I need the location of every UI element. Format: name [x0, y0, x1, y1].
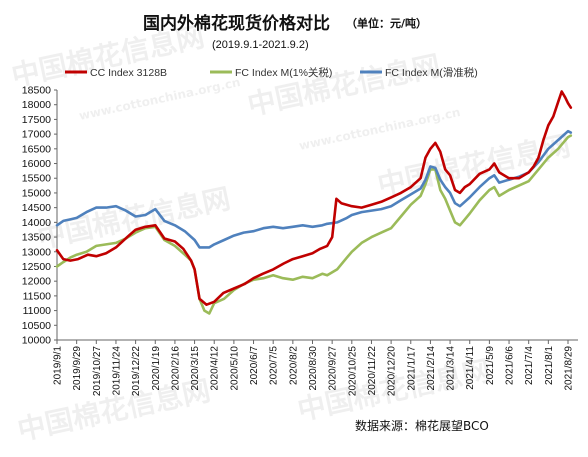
y-tick-label: 17500 [22, 114, 51, 126]
y-tick-label: 11000 [23, 305, 52, 317]
y-tick-label: 15000 [22, 187, 51, 199]
chart-unit: （单位：元/吨） [346, 16, 427, 30]
x-tick-label: 2020/7/5 [269, 346, 280, 385]
x-tick-label: 2021/4/11 [465, 346, 476, 390]
x-tick-label: 2020/4/12 [210, 346, 221, 391]
watermark-url: www.cottonchina.org.cn [78, 75, 242, 123]
x-tick-label: 2021/8/1 [544, 346, 555, 385]
y-tick-label: 13500 [22, 232, 51, 244]
y-tick-labels: 10000 10500 11000 11500 12000 12500 13000 13500… [22, 85, 57, 347]
x-tick-label: 2021/1/17 [406, 346, 417, 391]
y-tick-label: 10500 [22, 320, 51, 332]
x-tick-label: 2021/3/14 [446, 346, 457, 391]
y-tick-label: 13000 [22, 246, 51, 258]
chart-legend: CC Index 3128B FC Index M(1%关税) FC Index M… [65, 66, 478, 79]
x-tick-label: 2021/8/29 [564, 346, 575, 391]
series-lines [55, 90, 573, 315]
watermark-text: 中国棉花信息网 [245, 49, 444, 122]
x-tick-label: 2019/9/1 [53, 346, 64, 385]
y-tick-label: 18500 [22, 85, 51, 97]
y-tick-label: 14000 [22, 217, 51, 229]
y-tick-label: 18000 [22, 99, 51, 111]
series-line-1 [55, 134, 573, 315]
x-tick-label: 2020/11/22 [367, 346, 378, 396]
y-tick-label: 12500 [22, 261, 51, 273]
data-source: 数据来源：棉花展望BCO [355, 418, 489, 433]
x-tick-label: 2020/8/30 [308, 346, 319, 391]
x-tick-labels: 2019/9/1 2019/9/29 2019/10/27 2019/11/24 201… [53, 340, 575, 396]
x-tick-label: 2020/2/16 [170, 346, 181, 391]
x-tick-label: 2021/5/9 [485, 346, 496, 385]
series-line-2 [55, 129, 573, 249]
x-tick-label: 2019/12/22 [131, 346, 142, 396]
x-tick-label: 2020/8/2 [288, 346, 299, 385]
y-tick-label: 15500 [22, 173, 51, 185]
x-tick-label: 2019/9/29 [72, 346, 83, 391]
x-tick-label: 2020/1/19 [151, 346, 162, 391]
chart-subtitle: (2019.9.1-2021.9.2) [212, 39, 309, 51]
x-tick-label: 2020/10/25 [347, 346, 358, 396]
x-tick-label: 2020/3/15 [190, 346, 201, 391]
y-tick-label: 11500 [23, 290, 52, 302]
x-tick-label: 2019/11/24 [111, 346, 122, 396]
chart-title: 国内外棉花现货价格对比 [143, 13, 330, 34]
x-tick-label: 2020/6/7 [249, 346, 260, 385]
x-tick-label: 2020/5/10 [229, 346, 240, 391]
y-tick-label: 16500 [22, 143, 51, 155]
legend-label: FC Index M(滑准税) [385, 66, 478, 79]
legend-label: FC Index M(1%关税) [235, 66, 332, 79]
y-tick-label: 10000 [22, 335, 51, 347]
x-tick-label: 2020/12/20 [387, 346, 398, 396]
y-tick-label: 12000 [22, 276, 51, 288]
x-tick-label: 2020/9/27 [328, 346, 339, 391]
y-tick-label: 16000 [22, 158, 51, 170]
y-tick-label: 14500 [22, 202, 51, 214]
x-tick-label: 2021/7/4 [524, 346, 535, 385]
series-line-0 [55, 90, 573, 306]
x-tick-label: 2021/6/6 [505, 346, 516, 385]
chart-axes [56, 90, 578, 341]
x-tick-label: 2019/10/27 [92, 346, 103, 396]
y-tick-label: 17000 [22, 129, 51, 141]
x-tick-label: 2021/2/14 [426, 346, 437, 391]
watermark-text: 中国棉花信息网 [35, 182, 234, 255]
legend-label: CC Index 3128B [90, 67, 167, 79]
